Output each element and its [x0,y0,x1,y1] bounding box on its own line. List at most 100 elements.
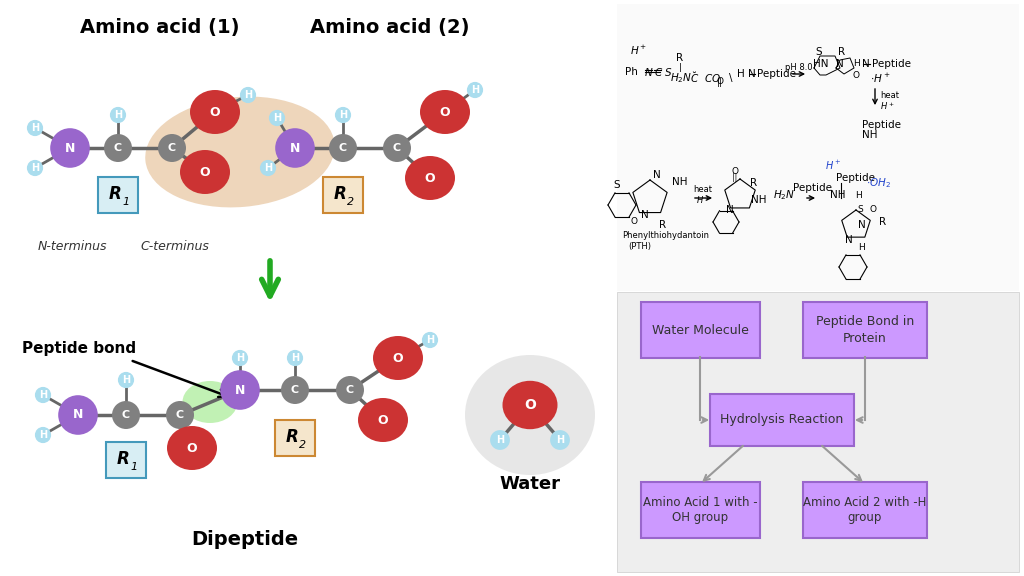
Text: 2: 2 [347,197,354,207]
Text: NH: NH [830,190,846,200]
Text: Dipeptide: Dipeptide [191,530,299,549]
Text: O: O [717,78,724,86]
Text: N: N [653,170,660,180]
Text: $\breve{C}$: $\breve{C}$ [690,71,699,85]
Text: Amino acid (2): Amino acid (2) [310,18,470,37]
Text: heat: heat [880,92,899,100]
Text: Peptide bond: Peptide bond [22,340,136,355]
Text: O: O [731,168,738,176]
Text: N-terminus: N-terminus [37,240,106,253]
Ellipse shape [335,107,351,123]
Text: $\cdot OH_2$: $\cdot OH_2$ [866,176,891,190]
Text: Water Molecule: Water Molecule [651,324,749,336]
Text: $H^+$: $H^+$ [695,194,711,206]
Ellipse shape [180,150,230,194]
Text: H: H [291,353,299,363]
Ellipse shape [406,156,455,200]
Text: H: H [426,335,434,345]
Ellipse shape [240,87,256,103]
Text: NH: NH [751,195,767,205]
Ellipse shape [220,370,260,410]
Text: $N$: $N$ [644,66,653,78]
Text: H: H [737,69,744,79]
Ellipse shape [35,427,51,443]
Text: N: N [234,384,245,396]
Text: H: H [31,163,39,173]
Text: C: C [114,143,122,153]
Text: H: H [339,110,347,120]
Text: Hydrolysis Reaction: Hydrolysis Reaction [720,414,844,426]
Text: Peptide: Peptide [836,173,874,183]
Text: Phenylthiohydantoin: Phenylthiohydantoin [622,230,709,240]
Text: R: R [677,53,684,63]
Text: Water: Water [500,475,560,493]
Ellipse shape [275,128,314,168]
FancyBboxPatch shape [617,4,1019,291]
Text: R: R [109,185,122,203]
Ellipse shape [104,134,132,162]
Text: 1: 1 [130,462,137,472]
Text: (PTH): (PTH) [628,241,651,251]
Text: H: H [471,85,479,95]
Text: Peptide Bond in
Protein: Peptide Bond in Protein [816,316,914,344]
Ellipse shape [145,97,335,207]
FancyBboxPatch shape [275,420,315,456]
Text: N: N [836,59,844,69]
Text: ||: || [732,173,737,183]
Text: Ph: Ph [625,67,638,77]
Text: H: H [858,244,864,252]
Text: Peptide: Peptide [872,59,911,69]
Text: Peptide: Peptide [757,69,796,79]
Text: R: R [659,220,667,230]
Text: H: H [556,435,564,445]
Text: C: C [168,143,176,153]
Text: $H^+$: $H^+$ [630,43,647,56]
Text: H: H [31,123,39,133]
Ellipse shape [231,350,248,366]
Text: $H_2N$: $H_2N$ [773,188,796,202]
Text: C: C [176,410,184,420]
FancyBboxPatch shape [323,177,362,213]
Ellipse shape [420,90,470,134]
Ellipse shape [190,90,240,134]
Ellipse shape [287,350,303,366]
Text: $\cdot H^+$: $\cdot H^+$ [870,71,891,85]
Text: R: R [117,450,129,468]
Ellipse shape [50,128,90,168]
Ellipse shape [118,372,134,388]
Ellipse shape [182,381,238,423]
Ellipse shape [550,430,570,450]
Ellipse shape [110,107,126,123]
FancyBboxPatch shape [98,177,138,213]
Text: N: N [641,210,649,220]
Text: Amino Acid 1 with -
OH group: Amino Acid 1 with - OH group [643,495,758,525]
Text: $H^+$: $H^+$ [880,100,895,112]
Ellipse shape [260,160,276,176]
Ellipse shape [373,336,423,380]
Text: C: C [339,143,347,153]
Text: 1: 1 [123,197,130,207]
Text: O: O [210,105,220,119]
Text: H: H [853,59,860,69]
Text: O: O [524,398,536,412]
Text: H: H [114,110,122,120]
Text: S: S [815,47,821,57]
Ellipse shape [503,381,557,429]
Text: HN: HN [813,59,828,69]
Ellipse shape [490,430,510,450]
Text: C-terminus: C-terminus [140,240,210,253]
Ellipse shape [465,355,595,475]
Text: |: | [679,63,682,73]
Text: Amino acid (1): Amino acid (1) [80,18,240,37]
Text: $C$: $C$ [654,66,664,78]
Text: Peptide: Peptide [793,183,831,193]
Text: pH 8.0: pH 8.0 [785,63,813,73]
Text: O: O [631,218,638,226]
Text: R: R [286,428,298,446]
Text: S: S [613,180,621,190]
Ellipse shape [329,134,357,162]
Ellipse shape [383,134,411,162]
FancyBboxPatch shape [803,302,927,358]
FancyBboxPatch shape [640,302,760,358]
Text: R: R [879,217,886,227]
